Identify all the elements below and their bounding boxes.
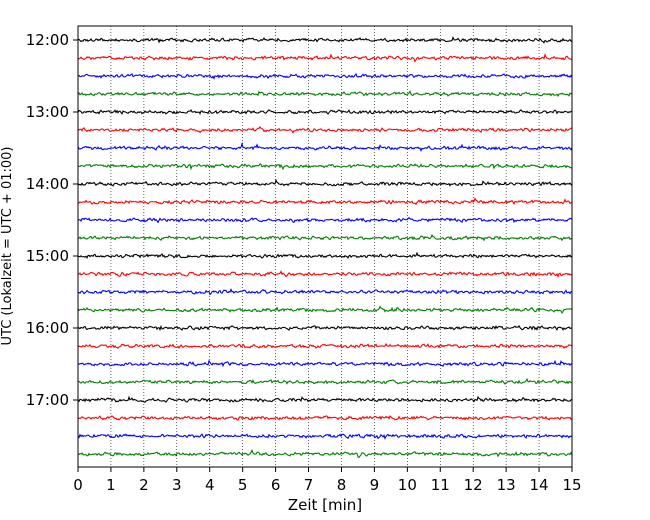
x-tick-label: 2 bbox=[139, 476, 149, 494]
x-tick-label: 1 bbox=[106, 476, 116, 494]
trace-20 bbox=[77, 377, 573, 385]
trace-4 bbox=[77, 90, 573, 98]
trace-11 bbox=[77, 216, 573, 224]
x-tick-label: 3 bbox=[172, 476, 182, 494]
trace-12 bbox=[77, 233, 573, 242]
x-axis-ticks: 0 1 2 3 4 5 6 7 8 9 10 11 12 13 14 15 bbox=[73, 467, 582, 494]
trace-10 bbox=[77, 197, 573, 206]
x-tick-label: 7 bbox=[304, 476, 314, 494]
y-tick-label: 14:00 bbox=[26, 175, 69, 193]
trace-15 bbox=[77, 287, 573, 296]
seismic-traces bbox=[77, 36, 573, 459]
x-tick-label: 4 bbox=[205, 476, 215, 494]
x-tick-label: 6 bbox=[271, 476, 281, 494]
y-tick-label: 15:00 bbox=[26, 247, 69, 265]
trace-7 bbox=[77, 141, 573, 153]
y-tick-label: 12:00 bbox=[26, 31, 69, 49]
x-tick-label: 9 bbox=[370, 476, 380, 494]
x-axis-label: Zeit [min] bbox=[288, 496, 362, 514]
y-axis-ticks: 12:00 13:00 14:00 15:00 16:00 17:00 bbox=[26, 31, 78, 409]
trace-14 bbox=[77, 270, 573, 279]
trace-2 bbox=[77, 52, 573, 63]
trace-23 bbox=[77, 433, 573, 440]
trace-1 bbox=[77, 36, 573, 44]
trace-8 bbox=[77, 163, 573, 171]
x-tick-label: 8 bbox=[337, 476, 347, 494]
trace-21 bbox=[77, 395, 573, 403]
trace-6 bbox=[77, 126, 573, 134]
x-tick-label: 15 bbox=[562, 476, 581, 494]
x-tick-label: 12 bbox=[464, 476, 483, 494]
x-tick-label: 14 bbox=[530, 476, 549, 494]
x-tick-label: 13 bbox=[497, 476, 516, 494]
x-tick-label: 11 bbox=[431, 476, 450, 494]
trace-3 bbox=[77, 73, 573, 80]
y-axis-label: UTC (Lokalzeit = UTC + 01:00) bbox=[0, 147, 15, 346]
x-tick-label: 5 bbox=[238, 476, 248, 494]
x-tick-label: 0 bbox=[73, 476, 83, 494]
trace-9 bbox=[77, 178, 573, 187]
y-tick-label: 13:00 bbox=[26, 103, 69, 121]
trace-13 bbox=[77, 251, 573, 259]
y-tick-label: 17:00 bbox=[26, 391, 69, 409]
y-tick-label: 16:00 bbox=[26, 319, 69, 337]
trace-17 bbox=[77, 324, 572, 331]
x-tick-label: 10 bbox=[398, 476, 417, 494]
trace-16 bbox=[77, 305, 573, 315]
trace-22 bbox=[77, 415, 573, 421]
plot-frame bbox=[77, 25, 573, 468]
trace-18 bbox=[77, 342, 573, 349]
trace-24 bbox=[77, 448, 573, 459]
trace-19 bbox=[77, 359, 573, 368]
trace-5 bbox=[77, 109, 573, 115]
